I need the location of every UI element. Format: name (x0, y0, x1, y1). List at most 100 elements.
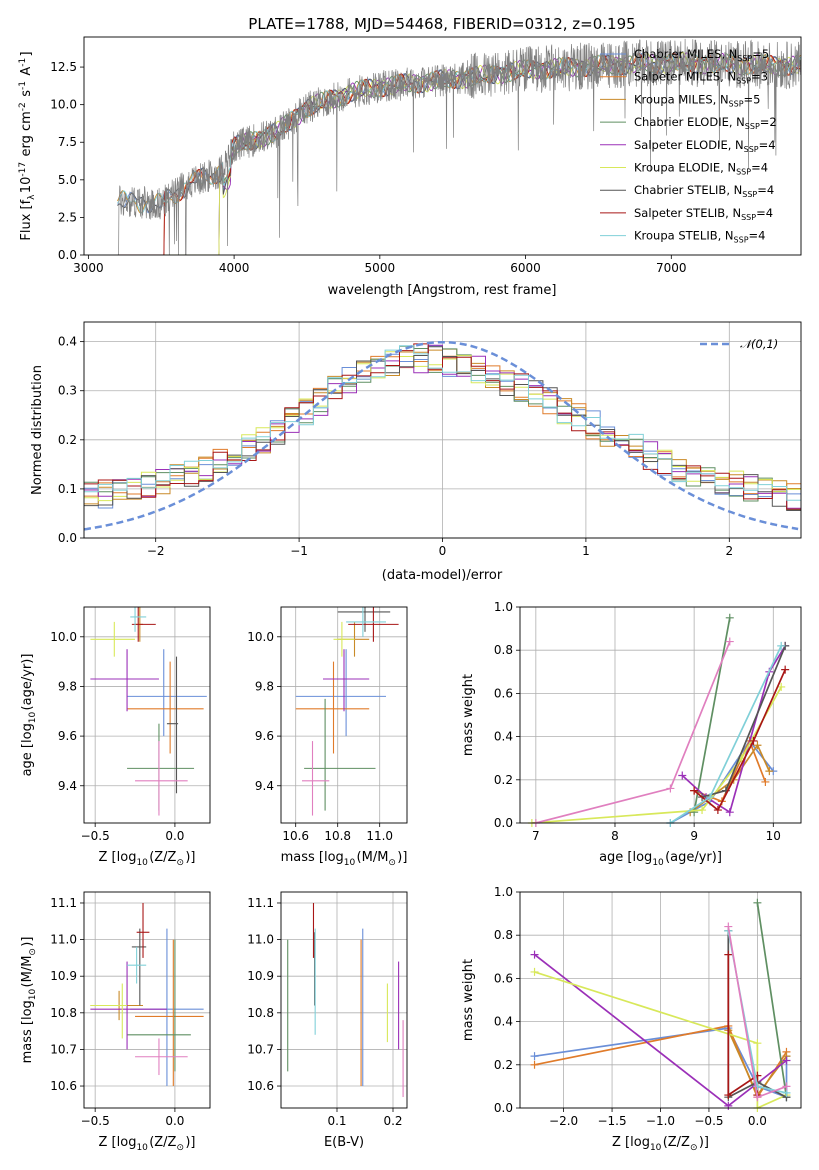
y-tick-label: 0.2 (58, 433, 77, 447)
legend-value: =4 (757, 183, 774, 197)
text-span: 0 (439, 544, 447, 558)
text-span: 0.2 (494, 773, 513, 787)
text-span: 0.0 (494, 1101, 513, 1115)
text-span: 10.0 (50, 98, 77, 112)
x-axis-label: mass [log10 (M/M⊙ )] (281, 850, 408, 868)
text-span: 11.1 (247, 896, 274, 910)
y-tick-label: 10.9 (247, 969, 274, 983)
axes-frame (83, 321, 802, 539)
text-span: 0.4 (494, 730, 513, 744)
text-span: 11.0 (50, 933, 77, 947)
text-span: (M/M (20, 956, 35, 988)
data-point-marker (690, 808, 699, 817)
text-span: Z [log (612, 1135, 650, 1150)
text-span: -2 (18, 102, 28, 111)
legend-entry: Kroupa MILES, NSSP=5 (634, 92, 760, 108)
axes-frame (83, 606, 211, 824)
data-point-marker (753, 898, 762, 907)
y-axis-label: Normed distribution (30, 365, 45, 495)
y-tick-label: 0.0 (494, 816, 513, 830)
text-span: 0.8 (494, 643, 513, 657)
text-span: 10 (650, 1143, 662, 1153)
y-tick-label: 10.8 (50, 1006, 77, 1020)
text-span: A (19, 67, 34, 80)
axes-frame (83, 891, 211, 1109)
text-span: 0.0 (58, 531, 77, 545)
text-span: 7 (532, 829, 540, 843)
axes-frame (519, 606, 802, 824)
text-span: −0.5 (694, 1114, 723, 1128)
residual-histogram-step (84, 343, 801, 510)
text-span: 10.8 (50, 1006, 77, 1020)
text-span: 5.0 (58, 173, 77, 187)
data-point-marker (713, 806, 722, 815)
text-span: 10.7 (50, 1042, 77, 1056)
text-span: 0.0 (748, 1114, 767, 1128)
text-span: ⊙ (176, 858, 184, 868)
data-point-marker (753, 1039, 762, 1048)
model-fit-line (117, 53, 801, 255)
y-tick-label: 12.5 (50, 60, 77, 74)
text-span: 7.5 (58, 135, 77, 149)
text-span: 0.0 (58, 248, 77, 262)
data-point-marker (749, 736, 758, 745)
y-tick-label: 1.0 (494, 600, 513, 614)
text-span: Salpeter STELIB, N (634, 206, 741, 220)
text-span: Flux [f (19, 199, 34, 240)
x-axis-label: (data-model)/error (382, 568, 503, 583)
age-vs-mass-panel: 10.6 10.8 11.0 9.4 9.6 9.8 10.0 mass [log10 (M/… (247, 606, 408, 868)
y-axis-label: mass weight (461, 959, 476, 1041)
text-span: Z [log (99, 1135, 137, 1150)
text-span: 10 (136, 858, 148, 868)
chart-title: PLATE=1788, MJD=54468, FIBERID=0312, z=0… (248, 15, 635, 33)
text-span: mass weight (461, 674, 476, 756)
y-tick-label: 0.0 (58, 248, 77, 262)
text-span: )] (397, 850, 407, 865)
y-axis-label: Flux [fλ 10-17 erg cm-2 s-1 A-1 ] (18, 51, 37, 240)
text-span: 12.5 (50, 60, 77, 74)
x-tick-label: −0.5 (694, 1114, 723, 1128)
x-tick-label: 0.0 (165, 1114, 184, 1128)
text-span: 7000 (656, 261, 687, 275)
y-tick-label: 10.6 (50, 1079, 77, 1093)
y-tick-label: 0.1 (58, 482, 77, 496)
text-span: )] (20, 937, 35, 947)
text-span: Kroupa ELODIE, N (634, 161, 736, 175)
text-span: mass weight (461, 959, 476, 1041)
text-span: ⊙ (690, 1143, 698, 1153)
text-span: 2 (725, 544, 733, 558)
y-tick-label: 9.8 (58, 679, 77, 693)
text-span: 4000 (219, 261, 250, 275)
y-tick-label: 9.6 (58, 729, 77, 743)
y-tick-label: 11.1 (247, 896, 274, 910)
y-tick-label: 0.8 (494, 928, 513, 942)
data-point-marker (724, 950, 733, 959)
x-tick-label: 1 (582, 544, 590, 558)
legend-value: =4 (759, 138, 776, 152)
legend-sub: SSP (729, 99, 744, 108)
data-point-marker (530, 1052, 539, 1061)
data-point-marker (530, 1060, 539, 1069)
text-span: −1.0 (646, 1114, 675, 1128)
x-tick-label: 0 (439, 544, 447, 558)
y-tick-label: 5.0 (58, 173, 77, 187)
data-point-marker (782, 1082, 791, 1091)
text-span: 10.0 (50, 630, 77, 644)
text-span: −0.5 (81, 829, 110, 843)
text-span: 1.0 (494, 600, 513, 614)
legend-value: =3 (751, 70, 768, 84)
text-span: 0.6 (494, 686, 513, 700)
x-tick-label: 0.0 (748, 1114, 767, 1128)
legend-value: =5 (744, 92, 761, 106)
legend-sub: SSP (742, 190, 757, 199)
text-span: 0.2 (383, 1114, 402, 1128)
text-span: mass [log (20, 1000, 35, 1063)
legend-sub: SSP (734, 236, 749, 245)
legend-sub: SSP (737, 54, 752, 63)
y-tick-label: 10.6 (247, 1079, 274, 1093)
age-vs-metallicity-panel: −0.5 0.09.49.69.810.0Z [log10 (Z/Z⊙ )]age… (20, 606, 211, 868)
text-span: -1 (18, 58, 28, 67)
